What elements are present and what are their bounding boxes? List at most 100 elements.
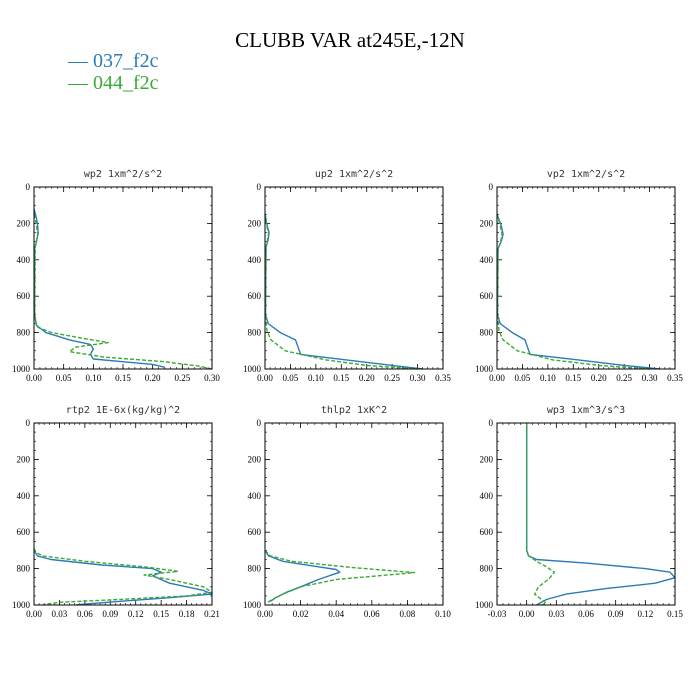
legend-line-marker: — bbox=[68, 50, 93, 72]
y-tick-label: 0 bbox=[257, 182, 262, 192]
y-tick-label: 600 bbox=[480, 527, 494, 537]
y-tick-label: 800 bbox=[480, 564, 494, 574]
y-tick-label: 1000 bbox=[12, 600, 31, 610]
legend-label: 037_f2c bbox=[93, 50, 159, 72]
x-tick-label: 0.25 bbox=[384, 373, 400, 383]
series-line-037-f2c bbox=[33, 550, 213, 606]
x-tick-label: 0.30 bbox=[410, 373, 426, 383]
series-line-044-f2c bbox=[264, 549, 416, 604]
y-tick-label: 200 bbox=[17, 454, 31, 464]
x-tick-label: 0.30 bbox=[642, 373, 658, 383]
x-tick-label: 0.06 bbox=[364, 609, 380, 619]
y-tick-label: 800 bbox=[248, 564, 262, 574]
series-line-044-f2c bbox=[526, 423, 556, 606]
x-tick-label: 0.15 bbox=[115, 373, 131, 383]
y-tick-label: 0 bbox=[26, 182, 31, 192]
x-tick-label: 0.06 bbox=[578, 609, 594, 619]
panel-5: thlp2 1xK^2 0.00 0.02 0.04 0.06 0.08 0.10 0 200 4… bbox=[243, 405, 451, 619]
y-tick-label: 400 bbox=[480, 491, 494, 501]
plot-frame bbox=[496, 422, 676, 606]
plot-frame bbox=[496, 186, 676, 370]
y-tick-label: 400 bbox=[17, 491, 31, 501]
x-tick-label: 0.20 bbox=[591, 373, 607, 383]
series-line-037-f2c bbox=[496, 214, 660, 370]
series-line-044-f2c bbox=[33, 548, 213, 606]
x-tick-label: 0.02 bbox=[293, 609, 309, 619]
legend-line-marker: — bbox=[68, 72, 93, 94]
x-tick-label: 0.05 bbox=[56, 373, 72, 383]
y-tick-label: 0 bbox=[489, 182, 494, 192]
y-tick-label: 600 bbox=[480, 291, 494, 301]
x-tick-label: 0.00 bbox=[257, 609, 273, 619]
y-tick-label: 800 bbox=[17, 328, 31, 338]
plot-frame bbox=[33, 422, 213, 606]
panel-title: up2 1xm^2/s^2 bbox=[315, 169, 393, 180]
x-tick-label: 0.35 bbox=[435, 373, 451, 383]
x-tick-label: 0.08 bbox=[400, 609, 416, 619]
y-tick-label: 400 bbox=[248, 491, 262, 501]
y-tick-label: 1000 bbox=[12, 364, 31, 374]
y-tick-label: 200 bbox=[248, 218, 262, 228]
panel-1: wp2 1xm^2/s^2 0.00 0.05 0.10 0.15 0.20 0.25 0.3… bbox=[12, 169, 220, 383]
y-tick-label: 600 bbox=[17, 527, 31, 537]
x-tick-label: 0.20 bbox=[145, 373, 161, 383]
x-tick-label: 0.15 bbox=[565, 373, 581, 383]
y-tick-label: 0 bbox=[26, 418, 31, 428]
y-tick-label: 1000 bbox=[243, 600, 262, 610]
x-tick-label: 0.10 bbox=[308, 373, 324, 383]
plot-frame bbox=[33, 186, 213, 370]
y-tick-label: 400 bbox=[17, 255, 31, 265]
y-tick-label: 1000 bbox=[243, 364, 262, 374]
y-tick-label: 400 bbox=[248, 255, 262, 265]
series-line-044-f2c bbox=[496, 214, 650, 370]
legend-label: 044_f2c bbox=[93, 72, 159, 94]
series-line-037-f2c bbox=[526, 423, 676, 606]
x-tick-label: 0.09 bbox=[608, 609, 624, 619]
x-tick-label: 0.15 bbox=[153, 609, 169, 619]
x-tick-label: 0.06 bbox=[77, 609, 93, 619]
series-line-044-f2c bbox=[33, 214, 213, 370]
panel-2: up2 1xm^2/s^2 0.00 0.05 0.10 0.15 0.20 0.25 0.3… bbox=[243, 169, 451, 383]
series-line-037-f2c bbox=[264, 214, 423, 370]
x-tick-label: 0.15 bbox=[333, 373, 349, 383]
series-line-037-f2c bbox=[33, 208, 166, 369]
figure-title: CLUBB VAR at245E,-12N bbox=[235, 28, 465, 52]
x-tick-label: 0.35 bbox=[667, 373, 683, 383]
series-line-037-f2c bbox=[264, 550, 341, 602]
x-tick-label: 0.12 bbox=[637, 609, 653, 619]
x-tick-label: 0.00 bbox=[26, 609, 42, 619]
y-tick-label: 600 bbox=[248, 291, 262, 301]
x-tick-label: 0.10 bbox=[540, 373, 556, 383]
panel-title: thlp2 1xK^2 bbox=[321, 405, 387, 416]
panel-title: vp2 1xm^2/s^2 bbox=[547, 169, 625, 180]
y-tick-label: 600 bbox=[248, 527, 262, 537]
x-tick-label: 0.10 bbox=[85, 373, 101, 383]
x-tick-label: 0.05 bbox=[283, 373, 299, 383]
panel-title: rtp2 1E-6x(kg/kg)^2 bbox=[66, 405, 180, 416]
y-tick-label: 200 bbox=[480, 218, 494, 228]
y-tick-label: 800 bbox=[248, 328, 262, 338]
x-tick-label: 0.20 bbox=[359, 373, 375, 383]
x-tick-label: 0.15 bbox=[667, 609, 683, 619]
y-tick-label: 200 bbox=[248, 454, 262, 464]
y-tick-label: 200 bbox=[17, 218, 31, 228]
y-tick-label: 1000 bbox=[475, 364, 494, 374]
x-tick-label: 0.10 bbox=[435, 609, 451, 619]
plot-frame bbox=[264, 186, 444, 370]
x-tick-label: 0.00 bbox=[26, 373, 42, 383]
x-tick-label: 0.00 bbox=[519, 609, 535, 619]
x-tick-label: 0.25 bbox=[616, 373, 632, 383]
y-tick-label: 200 bbox=[480, 454, 494, 464]
panel-3: vp2 1xm^2/s^2 0.00 0.05 0.10 0.15 0.20 0.25 0.3… bbox=[475, 169, 683, 383]
series-line-044-f2c bbox=[264, 214, 418, 370]
panel-6: wp3 1xm^3/s^3 -0.03 0.00 0.03 0.06 0.09 0.12 0.… bbox=[475, 405, 683, 619]
y-tick-label: 600 bbox=[17, 291, 31, 301]
x-tick-label: 0.12 bbox=[128, 609, 144, 619]
x-tick-label: 0.03 bbox=[52, 609, 68, 619]
x-tick-label: -0.03 bbox=[488, 609, 507, 619]
panel-title: wp2 1xm^2/s^2 bbox=[84, 169, 162, 180]
y-tick-label: 0 bbox=[257, 418, 262, 428]
y-tick-label: 800 bbox=[17, 564, 31, 574]
x-tick-label: 0.00 bbox=[257, 373, 273, 383]
